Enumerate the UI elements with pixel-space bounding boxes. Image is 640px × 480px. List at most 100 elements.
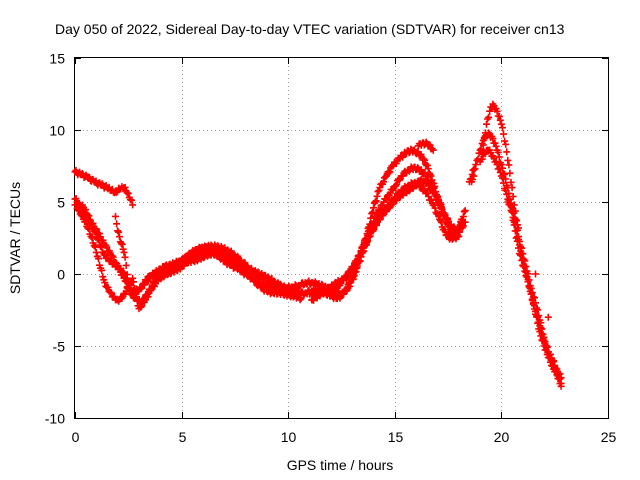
data-point (508, 204, 516, 212)
data-point (469, 176, 477, 183)
data-point (92, 248, 100, 256)
data-point (502, 187, 510, 194)
data-point (322, 287, 330, 295)
data-point (360, 241, 368, 249)
data-point (516, 241, 523, 249)
data-point (494, 148, 502, 156)
data-point (297, 295, 305, 302)
data-point (450, 223, 458, 231)
y-tick-label: -5 (53, 339, 66, 355)
x-tick-label: 10 (281, 429, 297, 445)
data-point (521, 263, 529, 271)
data-point (386, 168, 394, 176)
data-point (518, 249, 526, 257)
data-point (116, 233, 123, 241)
data-point (383, 195, 391, 203)
data-point (443, 220, 451, 228)
data-point (515, 224, 522, 232)
data-point (95, 255, 102, 263)
data-point (552, 366, 560, 374)
data-point (532, 307, 539, 315)
data-point (481, 150, 489, 158)
data-point (118, 241, 126, 248)
data-point (147, 285, 155, 293)
data-point (525, 282, 533, 290)
data-point (93, 225, 101, 233)
data-point (493, 107, 501, 115)
data-point (112, 259, 120, 266)
data-point (540, 336, 548, 344)
data-point (537, 324, 545, 332)
data-point (109, 253, 117, 261)
data-point (502, 175, 510, 183)
data-point (553, 368, 561, 376)
data-point (503, 148, 511, 156)
data-point (370, 217, 378, 225)
data-point (107, 289, 115, 297)
data-point (504, 156, 512, 164)
data-point (455, 225, 463, 232)
data-point (130, 278, 137, 286)
data-point (530, 302, 538, 310)
data-point (546, 350, 554, 358)
data-point (477, 145, 485, 153)
data-point (117, 239, 125, 247)
data-point (421, 156, 429, 164)
data-point (357, 247, 365, 255)
y-tick-label: -10 (45, 411, 65, 427)
data-point (350, 271, 358, 279)
data-point (503, 190, 511, 198)
data-point (373, 212, 380, 220)
data-point (493, 161, 501, 169)
data-point (101, 279, 109, 287)
data-point (459, 218, 467, 226)
data-point (538, 330, 546, 337)
x-tick-label: 5 (179, 429, 187, 445)
data-point (373, 192, 381, 200)
data-point (495, 165, 503, 173)
x-axis-label: GPS time / hours (287, 457, 394, 473)
data-point (492, 157, 500, 165)
data-point (375, 207, 383, 215)
data-point (296, 296, 304, 304)
data-point (146, 286, 154, 294)
data-point (495, 153, 503, 161)
y-tick-labels: -10 -5 0 5 10 15 (45, 51, 65, 427)
data-point (486, 107, 494, 115)
data-point (84, 224, 92, 232)
data-point (483, 120, 490, 128)
data-point (507, 178, 515, 186)
data-point (533, 312, 541, 320)
data-point (121, 253, 129, 261)
data-point (502, 140, 510, 148)
data-point (122, 261, 130, 269)
data-point (89, 219, 97, 227)
data-point (478, 155, 486, 163)
data-point (491, 139, 499, 147)
data-point (470, 172, 478, 180)
data-point (522, 268, 530, 276)
data-point (509, 205, 517, 213)
data-point (519, 256, 527, 264)
data-point (505, 161, 513, 169)
data-point (380, 178, 387, 186)
data-point (556, 375, 564, 383)
data-point (365, 227, 373, 235)
y-tick-label: 10 (49, 123, 65, 139)
data-point (120, 248, 128, 256)
data-point (506, 169, 514, 177)
data-point (485, 113, 493, 121)
data-points (71, 100, 565, 390)
data-point (379, 201, 387, 209)
data-point (496, 116, 504, 124)
data-point (479, 141, 487, 149)
data-point (496, 169, 504, 176)
data-point (392, 160, 400, 168)
data-point (353, 256, 361, 264)
data-point (447, 229, 454, 237)
data-point (108, 252, 116, 260)
axis-ticks (75, 58, 609, 419)
data-point (376, 216, 384, 223)
data-point (424, 165, 432, 173)
